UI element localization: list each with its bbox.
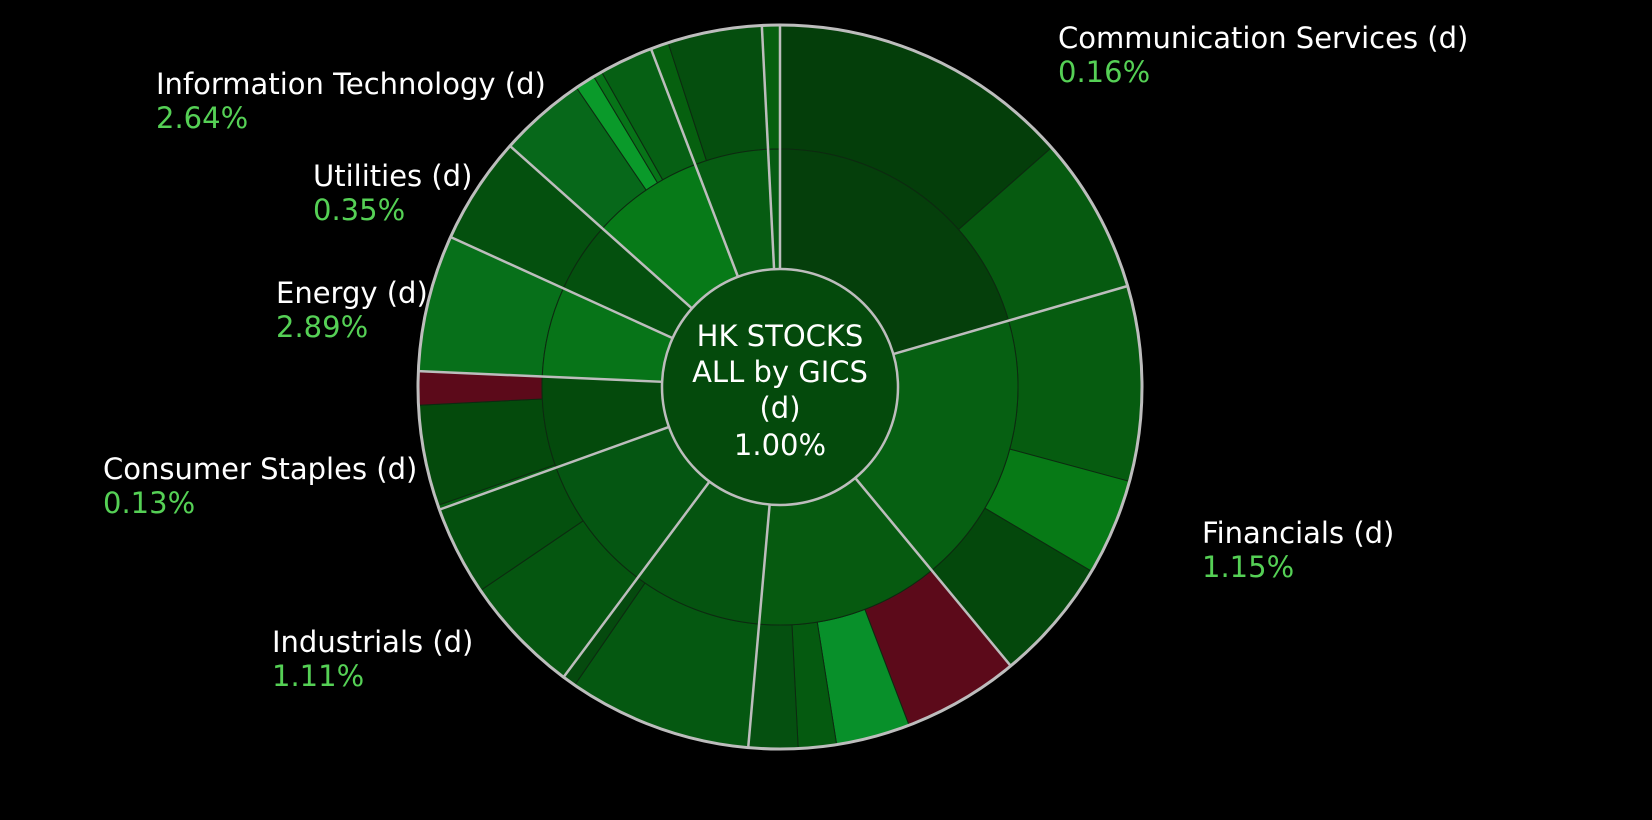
information-technology-change: 2.64% [156,101,248,135]
consumer-staples-change: 0.13% [103,486,195,520]
utilities-boundary [450,235,674,340]
sunburst-rings [416,23,1144,751]
health-care-boundary [746,504,771,748]
communication-services-label: Communication Services (d) [1058,21,1468,55]
energy-label: Energy (d) [276,276,428,310]
center-value: 1.00% [734,428,826,462]
materials-boundary [649,48,740,278]
outer-ring-border [416,23,1144,751]
industrials-boundary [562,480,711,678]
information-technology-boundary [509,144,693,310]
financials-label: Financials (d) [1202,516,1394,550]
real-estate-boundary [760,25,776,270]
consumer-staples-boundary [438,425,670,511]
center-title-line-2: ALL by GICS [692,355,868,389]
industrials-change: 1.11% [272,659,364,693]
center-title-line-1: HK STOCKS [697,319,864,353]
information-technology-label: Information Technology (d) [156,67,546,101]
utilities-label: Utilities (d) [313,159,472,193]
utilities-change: 0.35% [313,193,405,227]
financials-change: 1.15% [1202,550,1294,584]
financials-boundary [892,284,1128,356]
center-disc[interactable] [660,267,900,507]
industrials-label: Industrials (d) [272,625,473,659]
consumer-staples-label: Consumer Staples (d) [103,452,417,486]
energy-change: 2.89% [276,310,368,344]
sector-labels: Communication Services (d)0.16% Financial… [103,21,1468,693]
consumer-discretionary-boundary [854,477,1012,667]
center-title-line-3: (d) [759,391,800,425]
center-node[interactable]: HK STOCKS ALL by GICS (d) 1.00% [660,267,900,507]
energy-boundary [418,369,663,384]
communication-services-change: 0.16% [1058,55,1150,89]
